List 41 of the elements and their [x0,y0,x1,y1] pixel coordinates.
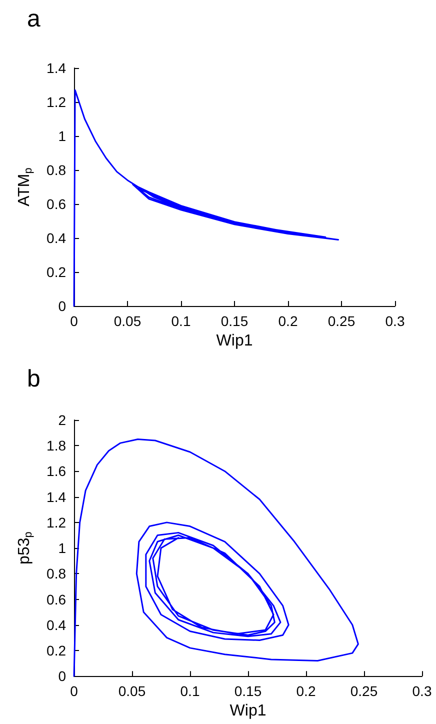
y-tick-label: 1 [58,128,66,144]
x-tick-label: 0.2 [296,683,316,700]
x-tick-label: 0.25 [350,683,378,700]
y-tick-label: 0.8 [46,162,66,178]
x-tick-label: 0.05 [118,683,146,700]
y-tick-label: 2 [58,412,66,428]
y-tick-label: 0.8 [46,566,66,582]
chart-title: a [27,6,41,32]
y-tick-label: 1.4 [46,60,66,76]
y-tick-label: 0.6 [46,196,66,212]
x-tick-label: 0.05 [114,313,142,329]
x-tick-label: 0 [70,683,78,700]
y-tick-label: 1.6 [46,463,66,480]
x-axis-title: Wip1 [230,702,266,720]
x-tick-label: 0 [70,313,78,329]
y-tick-label: 1.2 [46,514,66,530]
y-tick-label: 0.4 [46,230,66,246]
x-tick-label: 0.3 [412,683,432,700]
y-tick-label: 1.4 [46,488,66,505]
y-tick-label: 0.2 [46,264,66,280]
y-tick-label: 1 [58,540,66,556]
x-tick-label: 0.15 [234,683,262,700]
x-tick-label: 0.15 [220,313,248,329]
line-series [73,438,359,677]
y-tick-label: 0.4 [46,616,66,633]
y-axis-title: p53p [16,532,34,564]
x-tick-label: 0.3 [385,313,405,329]
y-axis-title: ATMp [16,168,34,206]
y-tick-label: 0 [58,298,66,314]
y-tick-label: 1.8 [46,438,66,454]
y-tick-label: 1.2 [46,94,66,110]
x-tick-label: 0.25 [328,313,356,329]
x-axis-title: Wip1 [216,332,253,350]
chart-title: b [27,366,40,392]
y-tick-label: 0 [58,668,66,684]
y-tick-label: 0.2 [46,642,66,658]
x-tick-label: 0.2 [278,313,298,329]
x-tick-label: 0.1 [171,313,191,329]
y-tick-label: 0.6 [46,591,66,608]
line-series [73,89,340,307]
x-tick-label: 0.1 [180,683,200,700]
